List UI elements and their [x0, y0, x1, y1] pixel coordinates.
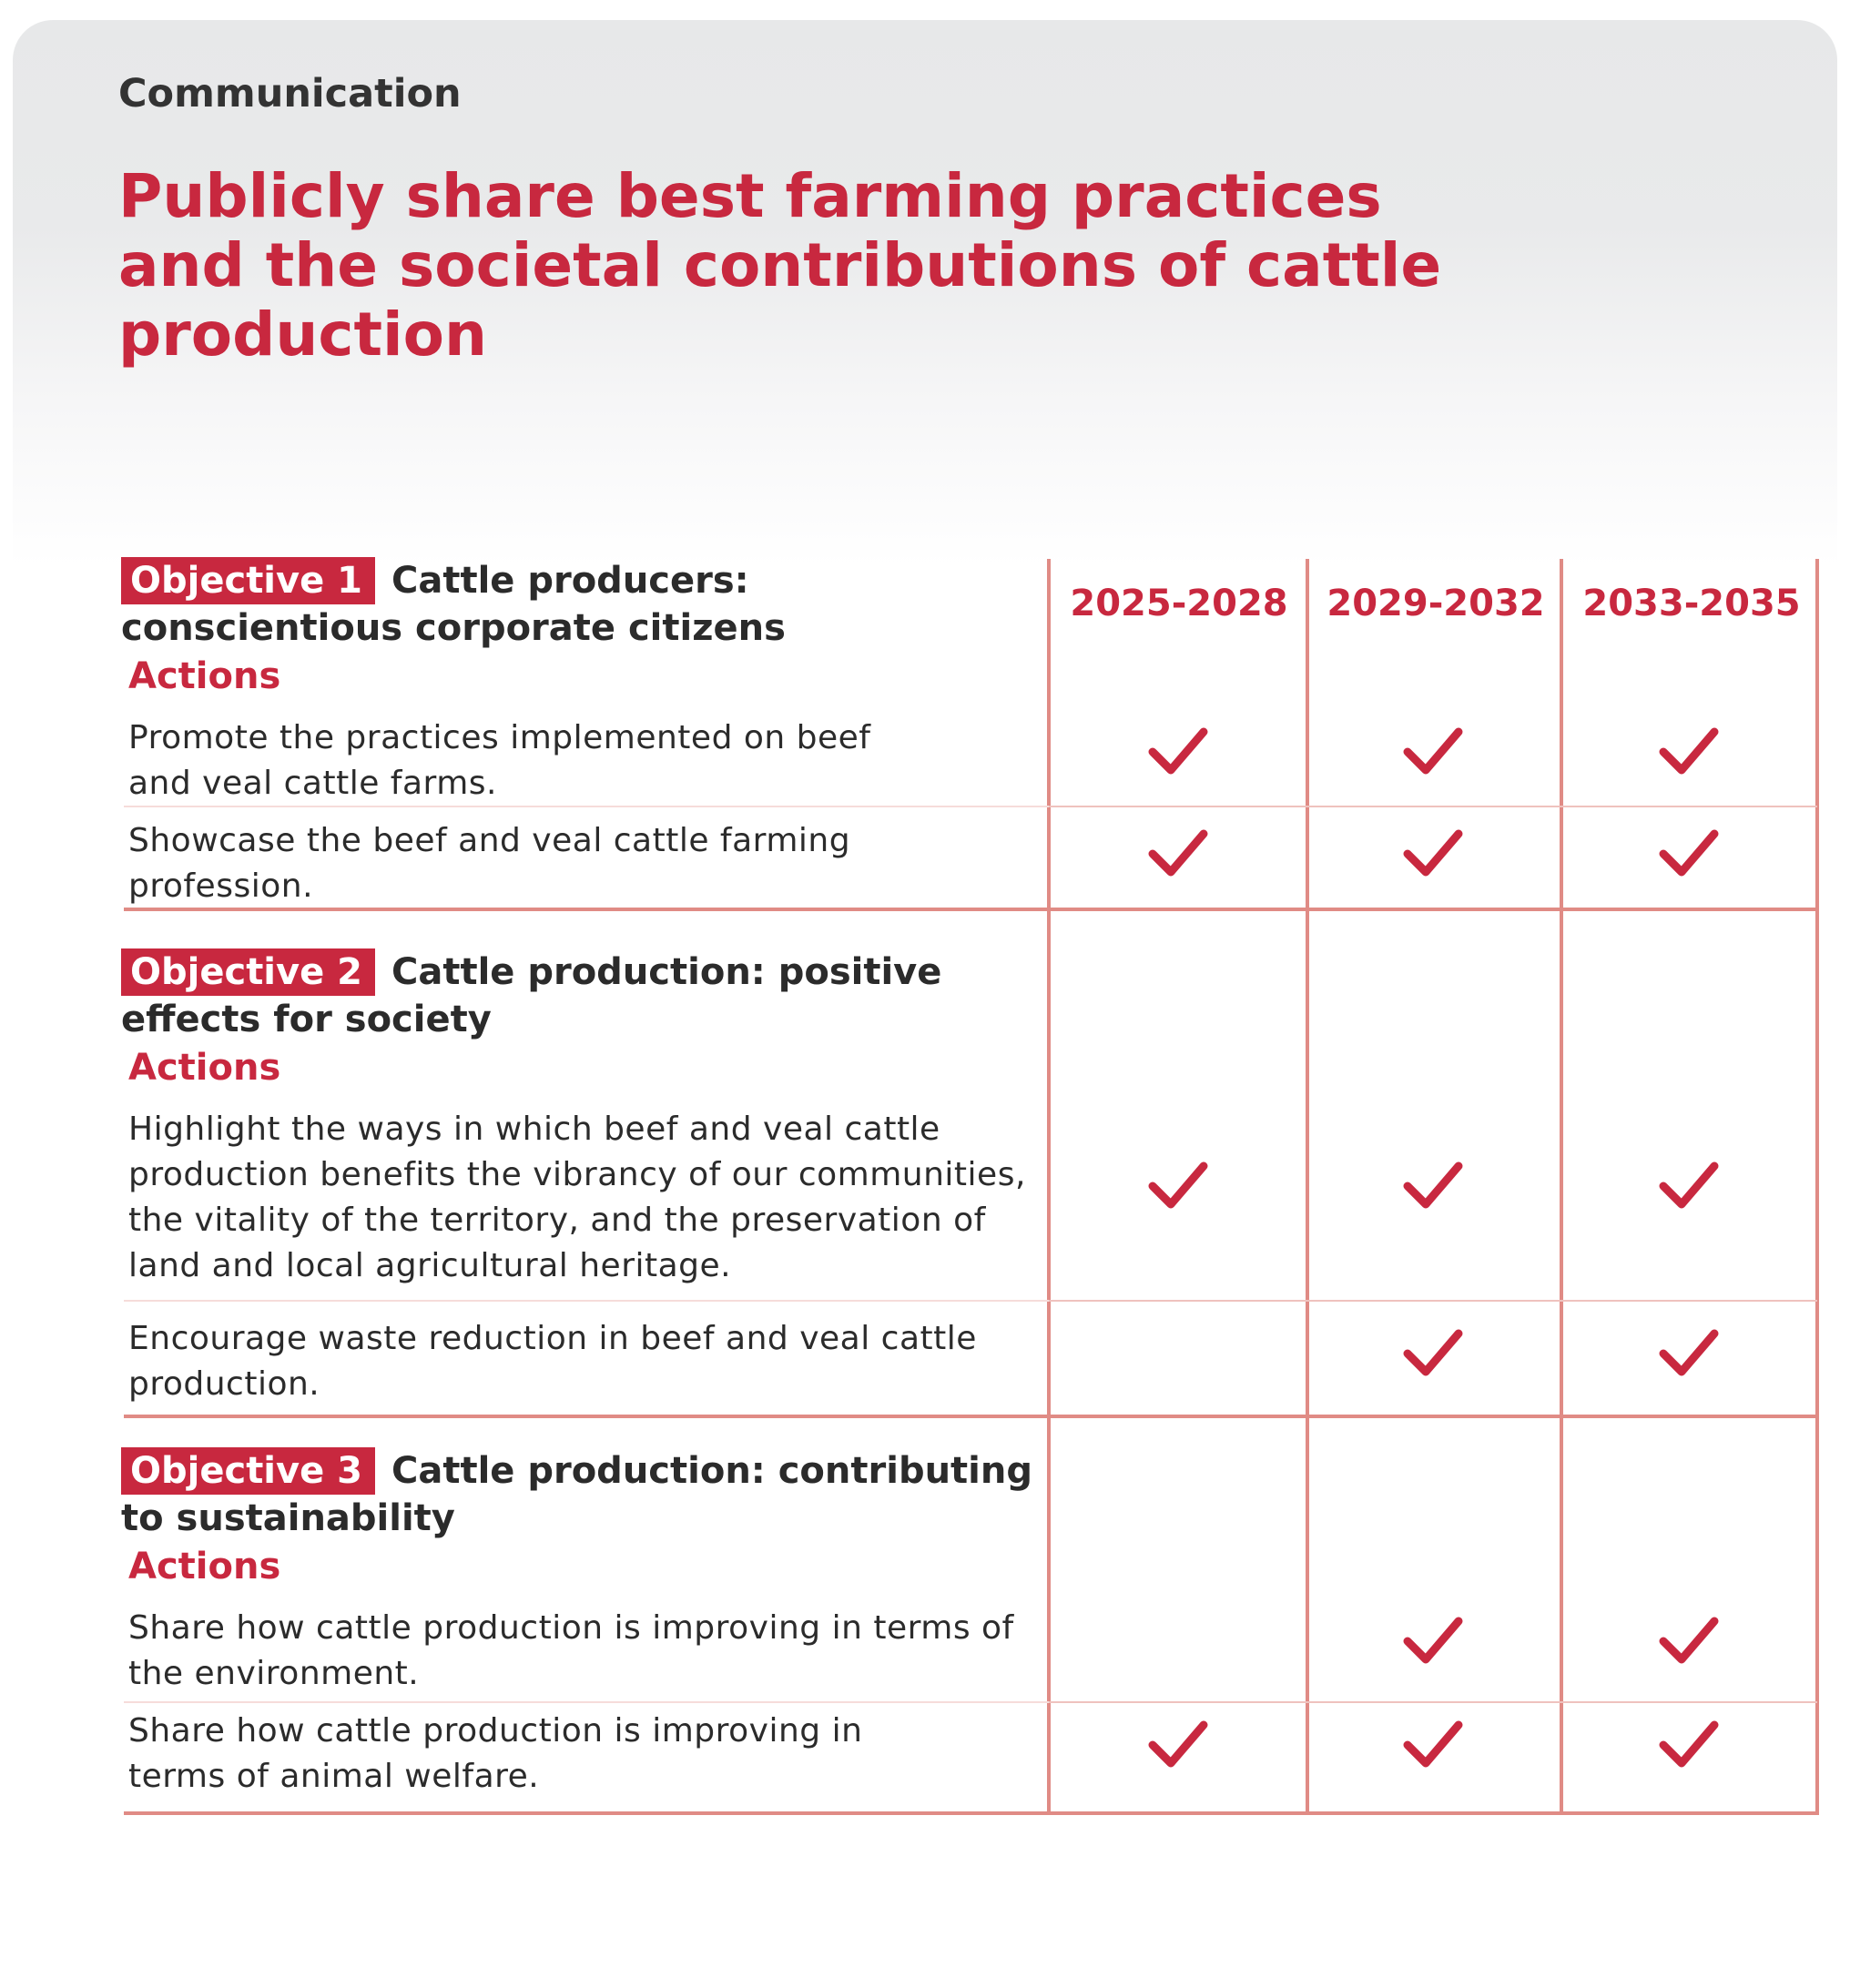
- objective-title: Cattle production: contributing to susta…: [121, 1450, 1032, 1539]
- action-text: Promote the practices implemented on bee…: [128, 719, 871, 802]
- grid-line-vertical-1: [1047, 559, 1051, 1815]
- action-divider: [1049, 806, 1817, 807]
- objective-1-heading: Objective 1 Cattle producers: conscientio…: [121, 557, 1041, 652]
- section-label: Communication: [118, 71, 462, 117]
- objective-3-heading: Objective 3 Cattle production: contributi…: [121, 1447, 1041, 1542]
- check-icon: [1403, 1617, 1463, 1664]
- grid-line-vertical-3: [1560, 559, 1563, 1815]
- objective-badge: Objective 3: [121, 1447, 375, 1495]
- check-icon: [1403, 1161, 1463, 1209]
- action-text: Showcase the beef and veal cattle farmin…: [128, 822, 851, 905]
- objective-title: Cattle producers: conscientious corporat…: [121, 560, 786, 649]
- check-icon: [1659, 1161, 1719, 1209]
- check-icon: [1403, 1720, 1463, 1768]
- period-header-1: 2025-2028: [1070, 583, 1288, 624]
- period-header-2: 2029-2032: [1327, 583, 1545, 624]
- check-icon: [1148, 1161, 1208, 1209]
- objective-title: Cattle production: positive effects for …: [121, 951, 942, 1040]
- objective-badge: Objective 1: [121, 557, 375, 604]
- check-icon: [1659, 1329, 1719, 1376]
- check-icon: [1659, 727, 1719, 775]
- row-divider: [124, 908, 1819, 911]
- objective-badge: Objective 2: [121, 948, 375, 996]
- actions-label: Actions: [128, 1546, 281, 1587]
- action-divider: [124, 1701, 1049, 1703]
- check-icon: [1659, 829, 1719, 877]
- action-text: Highlight the ways in which beef and vea…: [128, 1111, 1026, 1284]
- actions-label: Actions: [128, 1047, 281, 1089]
- row-divider: [124, 1415, 1819, 1418]
- action-text: Share how cattle production is improving…: [128, 1609, 1014, 1692]
- action-divider: [124, 806, 1049, 807]
- period-header-3: 2033-2035: [1582, 583, 1801, 624]
- actions-label: Actions: [128, 655, 281, 697]
- table-bottom-border: [124, 1811, 1819, 1815]
- check-icon: [1403, 727, 1463, 775]
- header-panel: [13, 20, 1837, 566]
- check-icon: [1403, 829, 1463, 877]
- check-icon: [1148, 829, 1208, 877]
- action-text: Encourage waste reduction in beef and ve…: [128, 1320, 977, 1403]
- page-title: Publicly share best farming practices an…: [118, 161, 1442, 370]
- check-icon: [1148, 1720, 1208, 1768]
- check-icon: [1659, 1720, 1719, 1768]
- grid-line-vertical-4: [1815, 559, 1819, 1815]
- action-divider: [1049, 1701, 1817, 1703]
- action-text: Share how cattle production is improving…: [128, 1712, 863, 1795]
- grid-line-vertical-2: [1306, 559, 1309, 1815]
- objective-2-heading: Objective 2 Cattle production: positive e…: [121, 948, 1041, 1043]
- action-divider: [1049, 1300, 1817, 1302]
- check-icon: [1659, 1617, 1719, 1664]
- check-icon: [1403, 1329, 1463, 1376]
- action-divider: [124, 1300, 1049, 1302]
- check-icon: [1148, 727, 1208, 775]
